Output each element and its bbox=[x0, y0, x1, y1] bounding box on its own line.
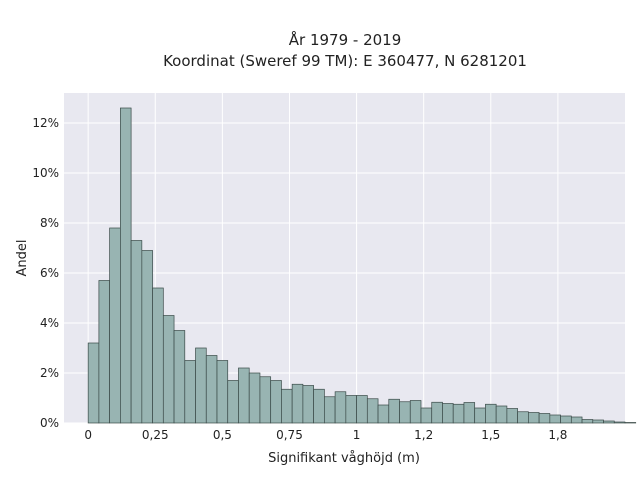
y-tick-label: 0% bbox=[40, 416, 59, 430]
histogram-bar bbox=[130, 240, 143, 424]
histogram-bar bbox=[538, 413, 551, 424]
histogram-bar bbox=[141, 250, 153, 424]
histogram-bar bbox=[581, 419, 594, 424]
chart-title: År 1979 - 2019 bbox=[289, 30, 402, 49]
histogram-bar bbox=[184, 360, 196, 424]
histogram-bar bbox=[603, 420, 615, 424]
histogram-bar bbox=[420, 407, 433, 424]
histogram-bar bbox=[356, 395, 368, 424]
histogram-bar bbox=[613, 421, 626, 424]
histogram-bar bbox=[98, 280, 110, 424]
y-tick-label: 6% bbox=[40, 266, 59, 280]
histogram-bar bbox=[205, 355, 218, 424]
histogram-bar bbox=[570, 416, 583, 424]
y-tick-label: 8% bbox=[40, 216, 59, 230]
histogram-bar bbox=[173, 330, 186, 424]
x-tick-label: 1,5 bbox=[481, 428, 500, 442]
histogram-bar bbox=[485, 403, 497, 424]
histogram-bar bbox=[302, 385, 314, 424]
histogram-bar bbox=[495, 405, 508, 424]
y-tick-label: 10% bbox=[32, 166, 59, 180]
y-axis-ticks: 0% 2% 4% 6% 8% 10% 12% bbox=[32, 116, 59, 430]
histogram-bar bbox=[517, 411, 529, 424]
histogram-bar bbox=[463, 402, 476, 424]
y-tick-label: 12% bbox=[32, 116, 59, 130]
histogram-bar bbox=[528, 412, 540, 424]
x-tick-label: 1,8 bbox=[548, 428, 567, 442]
histogram-bar bbox=[334, 391, 347, 424]
chart-subtitle: Koordinat (Sweref 99 TM): E 360477, N 62… bbox=[163, 52, 527, 70]
x-axis-label: Signifikant våghöjd (m) bbox=[268, 451, 420, 466]
histogram-bar bbox=[399, 401, 411, 424]
histogram-bar bbox=[216, 360, 229, 424]
histogram-bar bbox=[87, 342, 100, 424]
histogram-bar bbox=[259, 376, 272, 424]
histogram-bar bbox=[291, 383, 304, 424]
x-tick-label: 0,25 bbox=[142, 428, 169, 442]
histogram-bar bbox=[324, 396, 336, 424]
histogram-bar bbox=[549, 414, 561, 424]
histogram-bar bbox=[345, 395, 357, 424]
histogram-bar bbox=[270, 380, 282, 424]
histogram-bar bbox=[366, 398, 379, 424]
histogram-bar bbox=[442, 403, 454, 424]
histogram-bar bbox=[195, 347, 207, 424]
histogram-bar bbox=[624, 422, 637, 424]
y-axis-label: Andel bbox=[15, 240, 30, 277]
y-tick-label: 4% bbox=[40, 316, 59, 330]
y-tick-label: 2% bbox=[40, 366, 59, 380]
histogram-bar bbox=[409, 400, 422, 424]
x-axis-ticks: 0 0,25 0,5 0,75 1 1,2 1,5 1,8 bbox=[84, 428, 567, 442]
x-tick-label: 0 bbox=[84, 428, 92, 442]
histogram-bar bbox=[431, 401, 443, 424]
histogram-bars bbox=[87, 107, 637, 424]
histogram-bar bbox=[120, 107, 132, 424]
histogram-bar bbox=[560, 415, 572, 424]
histogram-bar bbox=[162, 315, 175, 424]
histogram-bar bbox=[152, 287, 164, 424]
histogram-bar bbox=[227, 380, 239, 424]
x-tick-label: 1,2 bbox=[414, 428, 433, 442]
histogram-bar bbox=[388, 398, 400, 424]
histogram-bar bbox=[281, 388, 293, 424]
x-tick-label: 0,75 bbox=[276, 428, 303, 442]
histogram-bar bbox=[238, 367, 250, 424]
histogram-bar bbox=[474, 407, 486, 424]
histogram-bar bbox=[109, 227, 121, 424]
histogram-bar bbox=[248, 372, 261, 424]
x-tick-label: 1 bbox=[353, 428, 361, 442]
x-tick-label: 0,5 bbox=[213, 428, 232, 442]
histogram-bar bbox=[506, 408, 518, 424]
histogram-bar bbox=[452, 403, 465, 424]
histogram-bar bbox=[377, 404, 390, 424]
histogram-bar bbox=[313, 388, 325, 424]
histogram-bar bbox=[592, 419, 604, 424]
